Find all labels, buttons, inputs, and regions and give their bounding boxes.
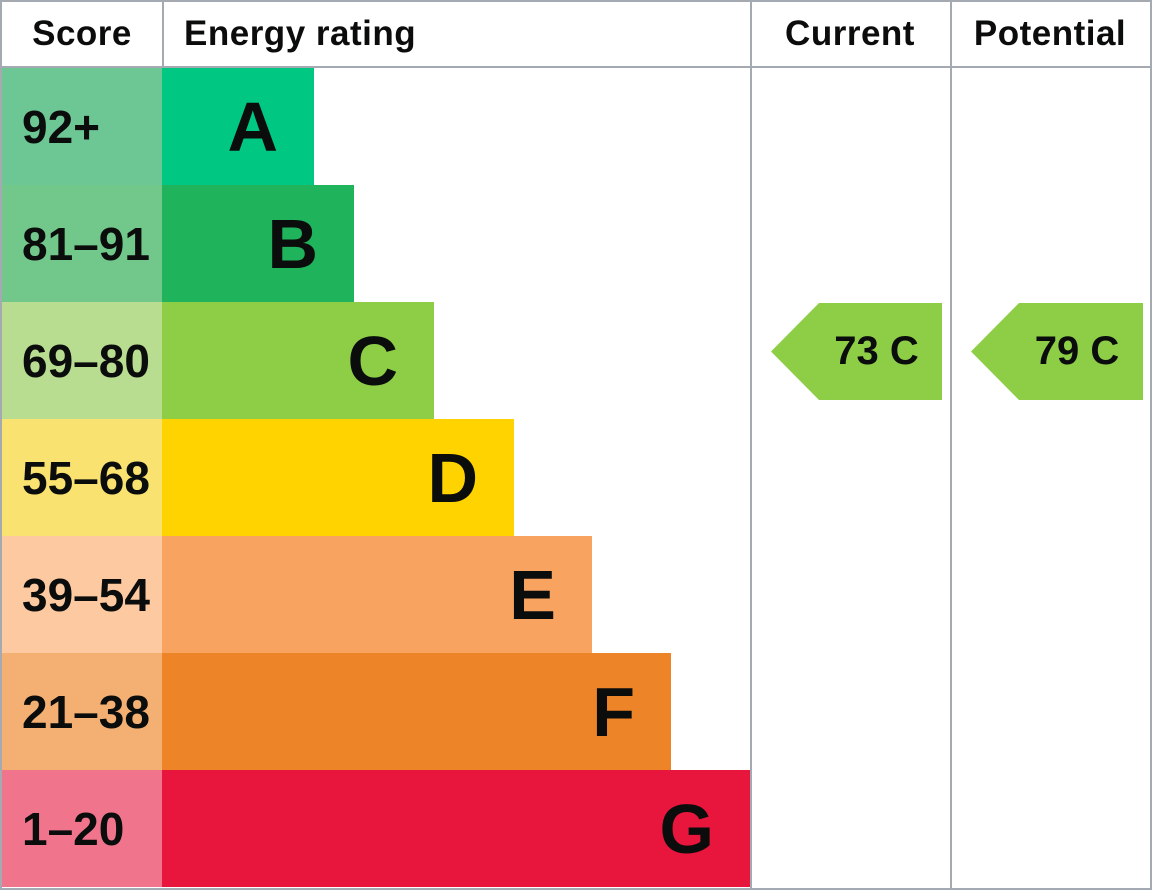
band-letter-a: A [227,87,278,166]
header-current: Current [785,14,915,53]
potential-rating-arrow: 79 C [971,303,1143,400]
rating-row-a: 92+ A [2,68,750,185]
rating-bar-a: A [162,68,314,185]
score-column-divider [162,2,164,66]
score-range-e: 39–54 [2,536,162,653]
band-letter-c: C [347,321,398,400]
score-range-c: 69–80 [2,302,162,419]
score-range-g: 1–20 [2,770,162,887]
rating-row-d: 55–68 D [2,419,750,536]
rating-row-b: 81–91 B [2,185,750,302]
band-letter-e: E [509,555,556,634]
score-range-d: 55–68 [2,419,162,536]
rating-bar-b: B [162,185,354,302]
current-rating-value: 73 C [834,329,919,373]
header-score: Score [32,14,132,53]
band-letter-g: G [659,789,714,868]
score-range-b: 81–91 [2,185,162,302]
potential-column-divider [950,2,952,888]
band-letter-f: F [592,672,635,751]
rating-bar-e: E [162,536,592,653]
score-range-a: 92+ [2,68,162,185]
rating-bar-g: G [162,770,750,887]
rating-row-c: 69–80 C [2,302,750,419]
current-column-divider [750,2,752,888]
band-letter-b: B [267,204,318,283]
score-range-f: 21–38 [2,653,162,770]
rating-bar-d: D [162,419,514,536]
header-divider [2,66,1150,68]
header-energy-rating: Energy rating [184,14,417,53]
band-letter-d: D [427,438,478,517]
header-potential: Potential [973,14,1127,53]
rating-row-g: 1–20 G [2,770,750,887]
rating-bar-f: F [162,653,671,770]
rating-row-e: 39–54 E [2,536,750,653]
rating-row-f: 21–38 F [2,653,750,770]
potential-rating-value: 79 C [1034,329,1120,373]
rating-bar-c: C [162,302,434,419]
current-rating-arrow: 73 C [771,303,942,400]
